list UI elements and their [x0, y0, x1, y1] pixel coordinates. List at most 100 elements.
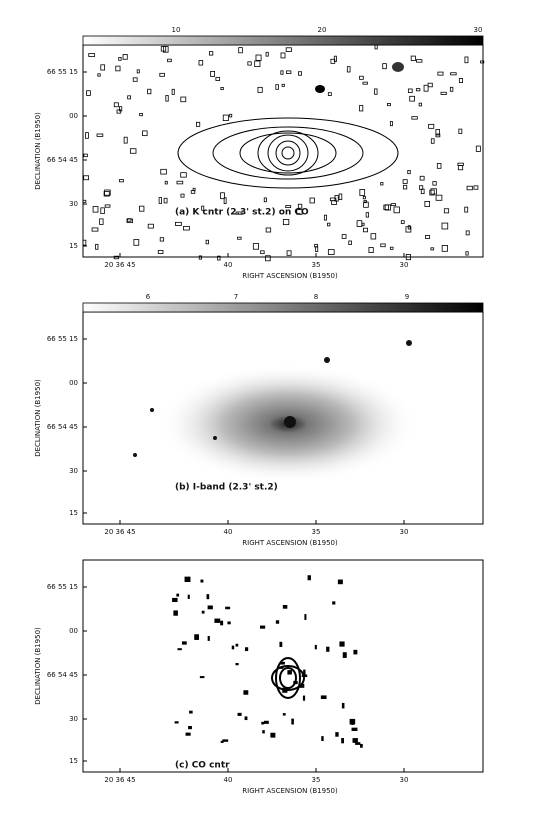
noise-contour — [363, 200, 367, 204]
noise-contour — [390, 203, 397, 207]
noise-contour — [217, 255, 221, 261]
noise-contour — [205, 239, 209, 245]
noise-contour — [281, 83, 285, 87]
noise-contour — [265, 255, 271, 262]
noise-contour — [365, 212, 369, 218]
noise-contour — [285, 205, 292, 209]
co-blob — [225, 606, 231, 610]
noise-contour — [416, 59, 423, 63]
x-tick-label: 30 — [400, 776, 409, 784]
co-blob — [332, 601, 336, 605]
noise-contour — [222, 114, 229, 121]
noise-contour — [139, 113, 143, 117]
noise-contour — [380, 182, 384, 186]
noise-contour — [384, 204, 391, 211]
noise-contour — [297, 203, 303, 209]
noise-contour — [330, 58, 336, 64]
noise-contour — [198, 60, 204, 66]
noise-contour — [362, 195, 366, 200]
noise-contour — [265, 227, 272, 233]
panel: 6 7 8 9 66 55 15 00 66 54 45 30 15 20 36 45 40 35 30… — [34, 293, 484, 547]
noise-contour — [220, 87, 224, 91]
y-tick-label: 66 54 45 — [47, 671, 78, 679]
noise-contour — [407, 170, 411, 175]
co-blob — [222, 739, 229, 742]
noise-contour — [162, 45, 169, 53]
co-core — [275, 657, 301, 699]
noise-contour — [363, 227, 368, 233]
panel-label: (b) I-band (2.3' st.2) — [175, 483, 278, 493]
co-blob — [235, 662, 239, 666]
co-blob — [335, 732, 339, 737]
noise-contour — [402, 179, 408, 184]
star — [133, 453, 137, 457]
co-blob — [214, 618, 221, 623]
co-blob — [261, 721, 265, 725]
noise-contour — [176, 180, 184, 185]
y-tick-label: 66 55 15 — [47, 583, 78, 591]
noise-contour — [252, 243, 259, 250]
noise-contour — [450, 72, 457, 76]
noise-contour — [127, 95, 131, 100]
noise-contour — [88, 53, 96, 57]
noise-contour — [92, 206, 99, 213]
noise-contour — [393, 206, 400, 214]
noise-contour — [85, 132, 89, 139]
star — [315, 85, 325, 93]
noise-contour — [382, 63, 387, 70]
co-blob — [206, 594, 210, 600]
contour — [239, 132, 337, 174]
noise-contour — [436, 163, 442, 169]
co-blob — [200, 579, 204, 583]
noise-contour — [407, 88, 413, 93]
noise-contour — [430, 188, 437, 195]
noise-contour — [441, 222, 449, 230]
noise-contour — [118, 57, 122, 61]
noise-contour — [458, 128, 463, 134]
colorbar-tick-label: 6 — [146, 293, 151, 301]
noise-contour — [425, 235, 431, 239]
noise-contour — [458, 78, 464, 83]
co-blob — [298, 683, 305, 688]
co-blob — [352, 738, 358, 743]
co-blob — [326, 646, 330, 652]
x-tick-label: 40 — [224, 776, 233, 784]
noise-contour — [380, 243, 386, 248]
co-blob — [341, 702, 345, 709]
plot-frame — [82, 44, 484, 258]
y-tick-label: 15 — [69, 509, 78, 517]
noise-contour — [356, 220, 363, 227]
star — [284, 416, 296, 428]
noise-contour — [359, 189, 366, 196]
noise-contour — [180, 193, 185, 198]
noise-contour — [160, 168, 167, 175]
co-blob — [291, 718, 294, 725]
noise-contour — [361, 222, 365, 227]
y-tick-label: 00 — [69, 627, 78, 635]
noise-contour — [123, 136, 128, 144]
noise-contour — [338, 193, 343, 200]
noise-contour — [280, 52, 286, 59]
noise-contour — [164, 180, 168, 185]
noise-contour — [387, 102, 391, 107]
noise-contour — [464, 206, 469, 213]
noise-contour — [465, 251, 469, 256]
panel: 66 55 15 00 66 54 45 30 15 20 36 45 40 35 30 RIGH… — [34, 559, 484, 795]
noise-contour — [247, 61, 252, 66]
noise-contour — [466, 185, 473, 191]
y-tick-label: 15 — [69, 242, 78, 250]
noise-contour — [285, 47, 292, 52]
noise-contour — [129, 148, 137, 154]
noise-contour — [99, 218, 104, 225]
noise-contour — [208, 51, 214, 56]
noise-contour — [183, 225, 190, 231]
contour — [177, 117, 399, 189]
y-axis-label: DECLINATION (B1950) — [34, 627, 42, 705]
noise-contour — [314, 243, 319, 248]
co-blob — [339, 641, 345, 647]
noise-contour — [480, 60, 485, 64]
star — [406, 340, 412, 346]
noise-contour — [327, 249, 335, 255]
co-blob — [282, 713, 286, 716]
co-blob — [184, 576, 191, 583]
